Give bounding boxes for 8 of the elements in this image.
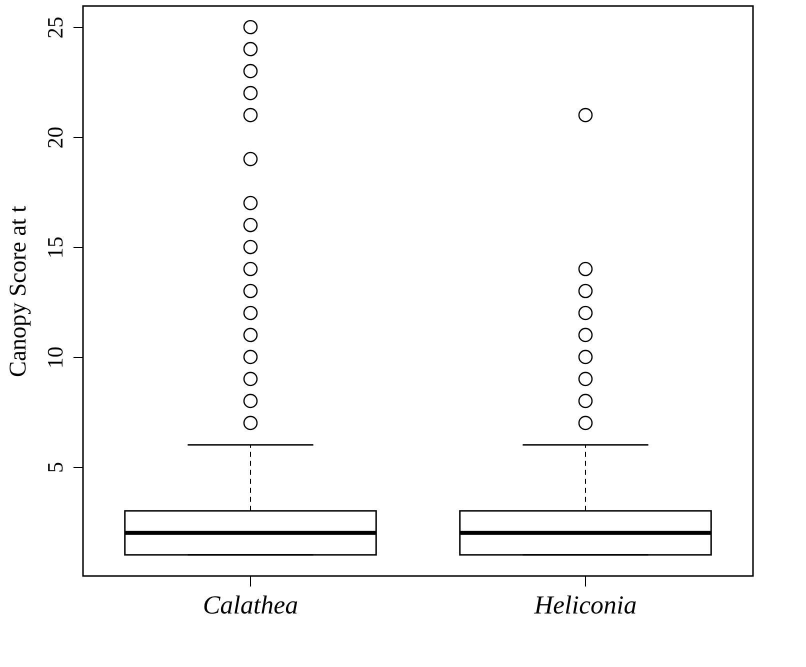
y-tick-label: 5 (42, 462, 68, 473)
x-tick-label: Calathea (202, 590, 298, 620)
y-tick-label: 15 (42, 236, 68, 259)
y-tick-label: 10 (42, 346, 68, 368)
y-tick-label: 25 (42, 16, 68, 39)
x-tick-label: Heliconia (533, 590, 637, 620)
y-tick-label: 20 (42, 126, 68, 149)
y-axis-title: Canopy Score at t (6, 206, 32, 378)
